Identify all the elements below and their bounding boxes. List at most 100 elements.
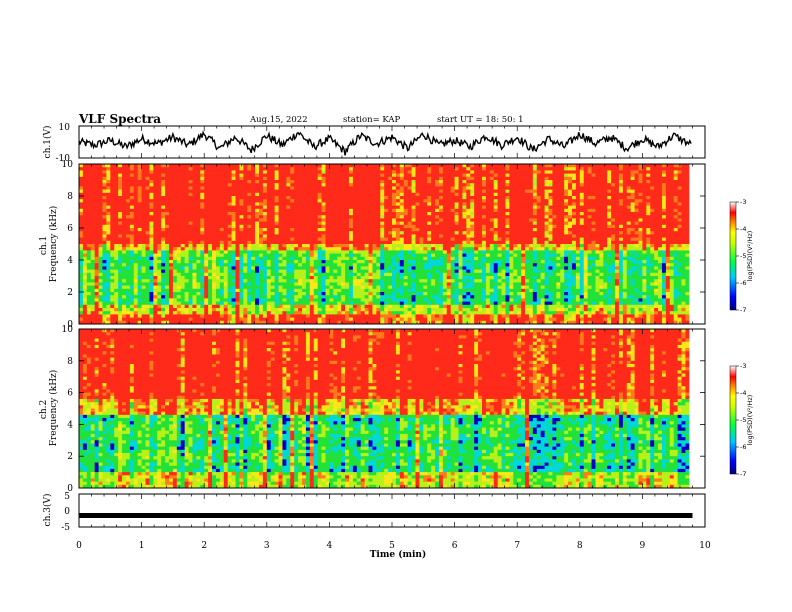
ch1-spectrogram-cell	[654, 253, 659, 258]
ch1-spectrogram-cell	[560, 202, 565, 206]
ch1-spectrogram-cell	[180, 192, 186, 197]
ch1-spectrogram-cell	[634, 199, 639, 203]
ch1-spectrogram-cell	[442, 244, 448, 248]
ch1-spectrogram-cell	[431, 173, 436, 178]
ch1-spectrogram-cell	[431, 183, 436, 187]
ch1-spectrogram-cell	[540, 224, 545, 229]
ch1-spectrogram-cell	[544, 218, 549, 222]
ch1-spectrogram-cell	[337, 253, 342, 258]
ch1-spectrogram-cell	[622, 180, 628, 184]
ch1-spectrogram-cell	[278, 186, 283, 190]
ch1-spectrogram-cell	[470, 167, 475, 171]
ch1-spectrogram-cell	[399, 250, 405, 254]
ch1-spectrogram-cell	[79, 247, 84, 251]
ch1-spectrogram-cell	[290, 189, 295, 194]
ch1-spectrogram-cell	[266, 215, 272, 219]
ch1-spectrogram-cell	[172, 234, 178, 238]
ch1-spectrogram-cell	[618, 189, 624, 194]
ch1-spectrogram-cell	[345, 173, 350, 178]
ch1-spectrogram-cell	[294, 202, 299, 206]
ch1-spectrogram-cell	[634, 244, 639, 248]
ch1-spectrogram-cell	[278, 170, 283, 174]
ch1-spectrogram-cell	[341, 186, 346, 190]
ch1-spectrogram-cell	[82, 164, 88, 168]
ch1-spectrogram-cell	[200, 224, 205, 229]
ch1-spectrogram-cell	[419, 208, 424, 213]
ch1-spectrogram-cell	[556, 176, 561, 181]
ch1-spectrogram-cell	[536, 250, 542, 254]
ch1-spectrogram-cell	[313, 180, 319, 184]
ch1-spectrogram-cell	[509, 237, 514, 242]
ch1-spectrogram-cell	[650, 176, 655, 181]
ch1-spectrogram-cell	[313, 228, 319, 232]
ch1-spectrogram-cell	[133, 256, 139, 261]
ch1-spectrogram-cell	[133, 164, 139, 168]
ch1-spectrogram-cell	[626, 180, 632, 184]
ch1-spectrogram-cell	[634, 221, 639, 226]
ch1-spectrogram-cell	[212, 205, 217, 210]
ch1-spectrogram-cell	[509, 224, 514, 229]
ch1-spectrogram-cell	[575, 228, 581, 232]
ch1-spectrogram-cell	[431, 170, 436, 174]
ch1-spectrogram-cell	[188, 224, 193, 229]
ch1-spectrogram-cell	[102, 218, 107, 222]
ch1-spectrogram-cell	[419, 180, 424, 184]
ch1-spectrogram-cell	[415, 205, 420, 210]
ch1-spectrogram-cell	[157, 263, 162, 267]
ch1-spectrogram-cell	[528, 256, 534, 261]
ch1-spectrogram-cell	[345, 247, 350, 251]
ch1-spectrogram-cell	[94, 170, 99, 174]
ch1-spectrogram-cell	[501, 167, 506, 171]
ch1-spectrogram-cell	[630, 208, 635, 213]
ch1-spectrogram-cell	[478, 167, 483, 171]
ch1-spectrogram-cell	[431, 202, 436, 206]
ch1-spectrogram-cell	[665, 224, 671, 229]
ch1-spectrogram-cell	[231, 247, 236, 251]
ch1-spectrogram-cell	[364, 218, 369, 222]
ch1-spectrogram-cell	[603, 228, 608, 232]
ch1-spectrogram-cell	[595, 244, 600, 248]
ch1-spectrogram-cell	[168, 247, 174, 251]
ch1-spectrogram-cell	[587, 253, 592, 258]
ch1-spectrogram-cell	[172, 202, 178, 206]
ch1-spectrogram-cell	[630, 228, 635, 232]
ch1-spectrogram-cell	[630, 237, 635, 242]
ch1-spectrogram-cell	[626, 196, 632, 200]
ch1-spectrogram-cell	[118, 170, 123, 174]
ch1-spectrogram-cell	[98, 189, 103, 194]
ch1-spectrogram-cell	[462, 199, 467, 203]
ch1-spectrogram-cell	[442, 250, 448, 254]
ch1-spectrogram-cell	[591, 196, 596, 200]
ch1-spectrogram-cell	[333, 237, 338, 242]
ch1-spectrogram-cell	[168, 173, 174, 178]
ch1-spectrogram-cell	[661, 183, 667, 187]
ch1-spectrogram-cell	[618, 183, 624, 187]
ch1-spectrogram-cell	[638, 186, 643, 190]
ch1-spectrogram-cell	[247, 186, 252, 190]
ch1-spectrogram-cell	[98, 256, 103, 261]
ch1-spectrogram-cell	[208, 224, 213, 229]
ch1-spectrogram-cell	[626, 189, 632, 194]
ch1-spectrogram-cell	[532, 250, 538, 254]
ch1-spectrogram-cell	[634, 186, 639, 190]
ch1-spectrogram-cell	[86, 212, 92, 216]
ch1-spectrogram-cell	[321, 170, 326, 174]
ch1-spectrogram-cell	[125, 202, 131, 206]
ch1-spectrogram-cell	[290, 218, 295, 222]
ch1-spectrogram-cell	[603, 180, 608, 184]
ch1-spectrogram-cell	[697, 215, 702, 219]
ch1-spectrogram-cell	[141, 218, 146, 222]
ch1-spectrogram-cell	[106, 231, 111, 235]
ch1-spectrogram-cell	[517, 256, 522, 261]
ch1-spectrogram-cell	[607, 205, 612, 210]
ch1-spectrogram-cell	[505, 208, 510, 213]
ch1-spectrogram-cell	[168, 237, 174, 242]
ch1-spectrogram-cell	[474, 202, 479, 206]
ch1-spectrogram-cell	[286, 234, 291, 238]
ch1-spectrogram-cell	[212, 228, 217, 232]
ch1-spectrogram-cell	[395, 202, 401, 206]
ch1-spectrogram-cell	[701, 228, 706, 232]
ch1-spectrogram-cell	[701, 199, 706, 203]
ch1-spectrogram-cell	[438, 205, 444, 210]
ch1-spectrogram-cell	[661, 260, 667, 264]
